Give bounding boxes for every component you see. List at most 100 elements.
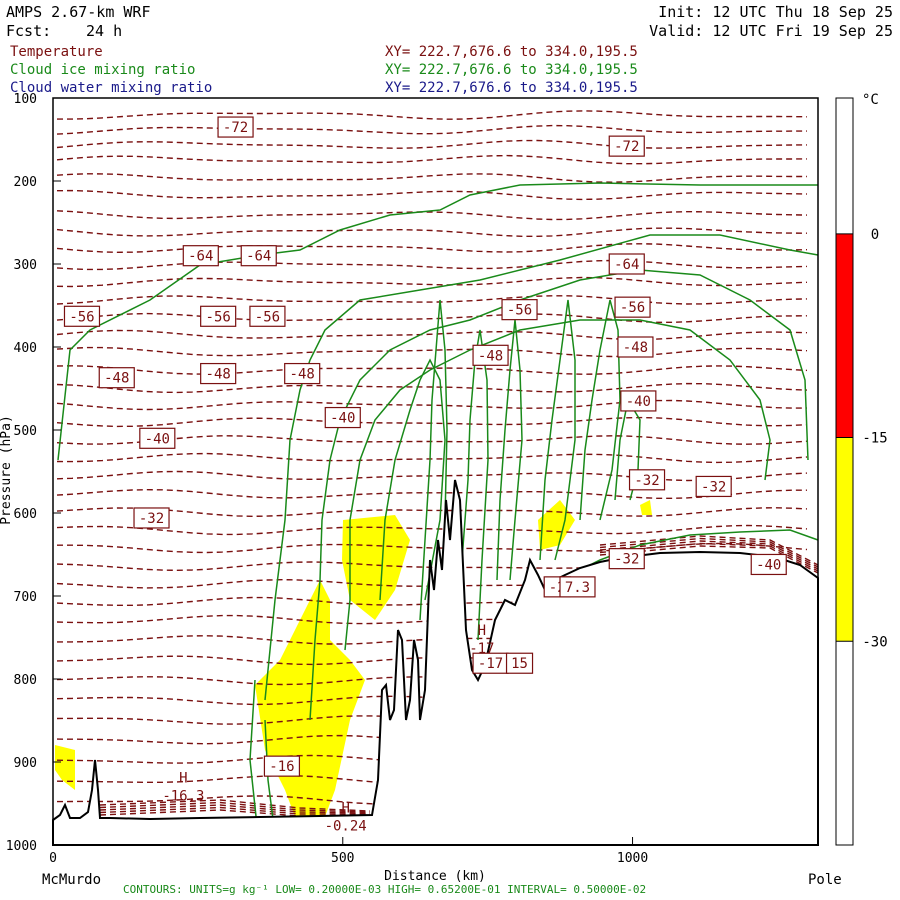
y-tick-label: 1000 <box>6 839 37 854</box>
temperature-label: -48 <box>104 371 129 387</box>
plot-frame <box>52 97 819 846</box>
y-tick-label: 200 <box>14 175 37 190</box>
temperature-label-box <box>284 362 321 385</box>
y-tick-label: 100 <box>14 92 37 107</box>
temperature-label: -56 <box>507 303 532 319</box>
temperature-label: -48 <box>206 367 231 383</box>
colorbar-tick-label: -15 <box>862 431 887 447</box>
colorbar-tick-label: -30 <box>862 634 887 650</box>
temperature-label: -56 <box>206 309 231 325</box>
temperature-label-box <box>182 245 219 267</box>
temperature-contour-line <box>99 806 370 815</box>
forecast-label: Fcst: <box>6 22 51 40</box>
y-axis-label: Pressure (hPa) <box>0 415 14 525</box>
ice-core-d <box>539 299 576 561</box>
ice-core-a <box>419 299 448 621</box>
temperature-contour-line <box>99 799 371 812</box>
temperature-label-box <box>249 305 286 327</box>
ice-core-e <box>579 299 621 521</box>
terrain-surface <box>52 479 819 846</box>
yellow-shade-center <box>342 515 410 620</box>
temperature-label: 15 <box>511 656 528 672</box>
legend-temperature-xy: XY= 222.7,676.6 to 334.0,195.5 <box>385 44 638 60</box>
extremum-value: -16.3 <box>162 789 204 805</box>
temperature-contour-line <box>56 329 808 341</box>
temperature-label-box <box>608 135 645 157</box>
temperature-label-box <box>608 253 645 275</box>
temperature-label: -32 <box>139 511 164 527</box>
temperature-contour-line <box>56 154 808 165</box>
temperature-label-box <box>139 427 176 449</box>
temperature-label: -48 <box>290 367 315 383</box>
temperature-label-box <box>559 576 596 598</box>
temperature-label: -56 <box>255 309 280 325</box>
plot-area: H -16.3 H -0.24 H -17 -72 -72 -64 -64 -64 -56 -56 -5… <box>52 97 819 846</box>
valid-time: Valid: 12 UTC Fri 19 Sep 25 <box>649 22 893 40</box>
temperature-label-box <box>617 336 654 358</box>
temperature-contour-line <box>599 540 819 570</box>
colorbar: 0 -15 -30 <box>835 97 888 846</box>
ice-envelope-4 <box>344 319 771 651</box>
temperature-contour-line <box>57 110 808 120</box>
temperature-contour-line <box>56 346 808 358</box>
temperature-contour-line <box>56 452 808 464</box>
temperature-contour-line <box>56 435 808 445</box>
temperature-contour-line <box>56 507 808 518</box>
ice-core-left <box>379 358 446 601</box>
temperature-label-box <box>608 548 645 570</box>
y-tick-label: 500 <box>14 424 37 439</box>
extremum-marker: H <box>341 800 349 816</box>
temperature-label: -64 <box>246 249 271 265</box>
temperature-label-box <box>324 406 361 429</box>
temperature-label-box <box>505 652 534 674</box>
temperature-label-box <box>750 553 787 576</box>
y-tick-label: 900 <box>14 756 37 771</box>
temperature-contour-line <box>99 804 371 814</box>
legend-cloud-water: Cloud water mixing ratio <box>10 80 212 96</box>
temperature-contour-line <box>56 416 808 428</box>
legend-cloud-ice-xy: XY= 222.7,676.6 to 334.0,195.5 <box>385 62 638 78</box>
temperature-contours <box>56 110 819 817</box>
ice-envelope-2 <box>264 234 819 701</box>
temperature-contour-line <box>56 139 808 149</box>
extremum-value: -0.24 <box>325 818 367 834</box>
y-tick-label: 800 <box>14 673 37 688</box>
temperature-label: -16 <box>269 759 294 775</box>
x-axis-label: Distance (km) <box>384 869 486 884</box>
temperature-label-box <box>200 305 237 327</box>
temperature-label-box <box>472 344 509 366</box>
x-left-endpoint: McMurdo <box>42 872 101 888</box>
temperature-contour-line <box>99 801 371 813</box>
temperature-label: -40 <box>626 394 651 410</box>
temperature-label: -72 <box>223 120 248 136</box>
colorbar-band <box>836 641 853 845</box>
init-time: Init: 12 UTC Thu 18 Sep 25 <box>658 3 893 21</box>
temperature-label: -40 <box>330 411 355 427</box>
temperature-label: -48 <box>478 348 503 364</box>
x-axis: 0 500 1000 <box>49 837 648 866</box>
temperature-label: -32 <box>614 552 639 568</box>
temperature-label-box <box>263 755 301 777</box>
colorbar-frame <box>835 97 854 846</box>
y-axis: 100 200 300 400 500 600 700 800 900 1000 <box>6 92 61 854</box>
temperature-contour-line <box>56 210 808 221</box>
temperature-labels: -72 -72 -64 -64 -64 -56 -56 -56 -56 -56 -48 -48 -48 -… <box>63 116 787 777</box>
legend-temperature: Temperature <box>10 44 103 60</box>
temperature-label: 7.3 <box>565 580 590 596</box>
ice-hump <box>249 679 259 836</box>
extremum-marker: H <box>179 771 187 787</box>
temperature-contour-line <box>56 124 807 135</box>
temperature-contour-line <box>56 382 808 394</box>
temperature-contour-line <box>56 227 808 237</box>
temperature-label-box <box>63 305 101 327</box>
x-tick-label: 1000 <box>617 851 648 866</box>
yellow-shade-far-right <box>640 500 652 515</box>
forecast-hours: 24 h <box>86 22 122 40</box>
temperature-label: -64 <box>614 257 639 273</box>
x-tick-label: 0 <box>49 851 57 866</box>
temperature-contour-line <box>56 243 808 254</box>
temperature-label-box <box>200 362 237 385</box>
temperature-label: -72 <box>614 139 639 155</box>
temperature-label: -56 <box>69 309 94 325</box>
